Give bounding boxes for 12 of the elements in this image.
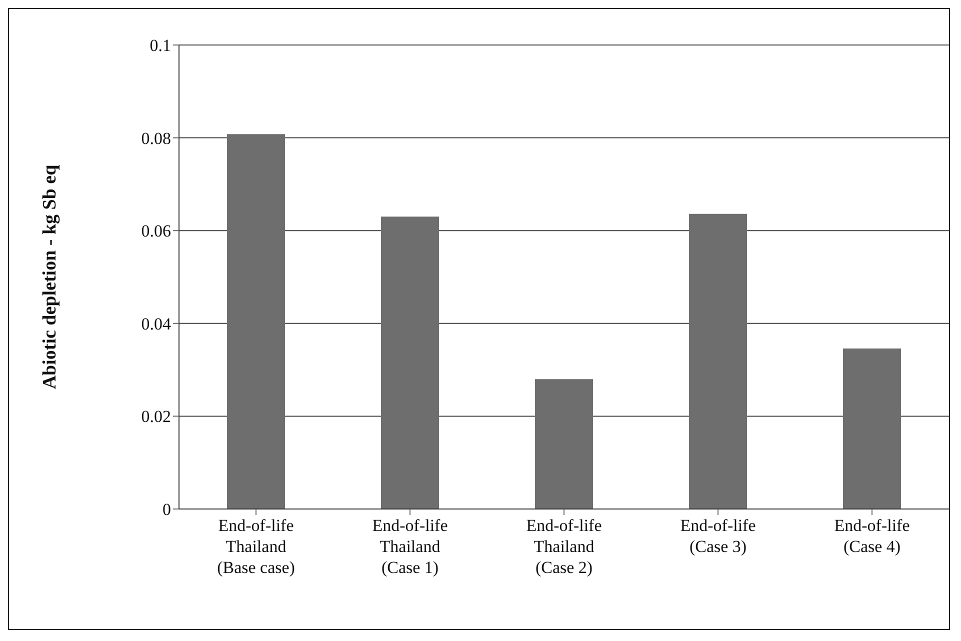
y-tick-label: 0 (162, 500, 171, 520)
x-tick-label: End-of-life Thailand (Case 1) (372, 516, 448, 577)
y-tick-label: 0.1 (150, 36, 171, 56)
y-tick-label: 0.06 (141, 222, 171, 241)
x-tick-label: End-of-life (Case 4) (834, 516, 910, 556)
x-tick-label: End-of-life Thailand (Base case) (217, 516, 295, 577)
y-tick-label: 0.04 (141, 314, 172, 334)
x-tick-label: End-of-life (Case 3) (680, 516, 756, 556)
y-tick-label: 0.02 (141, 407, 171, 426)
y-tick-label: 0.08 (141, 128, 171, 148)
x-tick-label: End-of-life Thailand (Case 2) (526, 516, 602, 577)
y-axis-title: Abiotic depletion - kg Sb eq (40, 164, 61, 390)
